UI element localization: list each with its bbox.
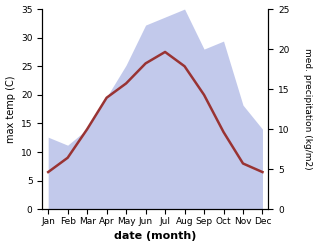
Y-axis label: max temp (C): max temp (C) [5, 75, 16, 143]
X-axis label: date (month): date (month) [114, 231, 197, 242]
Y-axis label: med. precipitation (kg/m2): med. precipitation (kg/m2) [303, 48, 313, 170]
